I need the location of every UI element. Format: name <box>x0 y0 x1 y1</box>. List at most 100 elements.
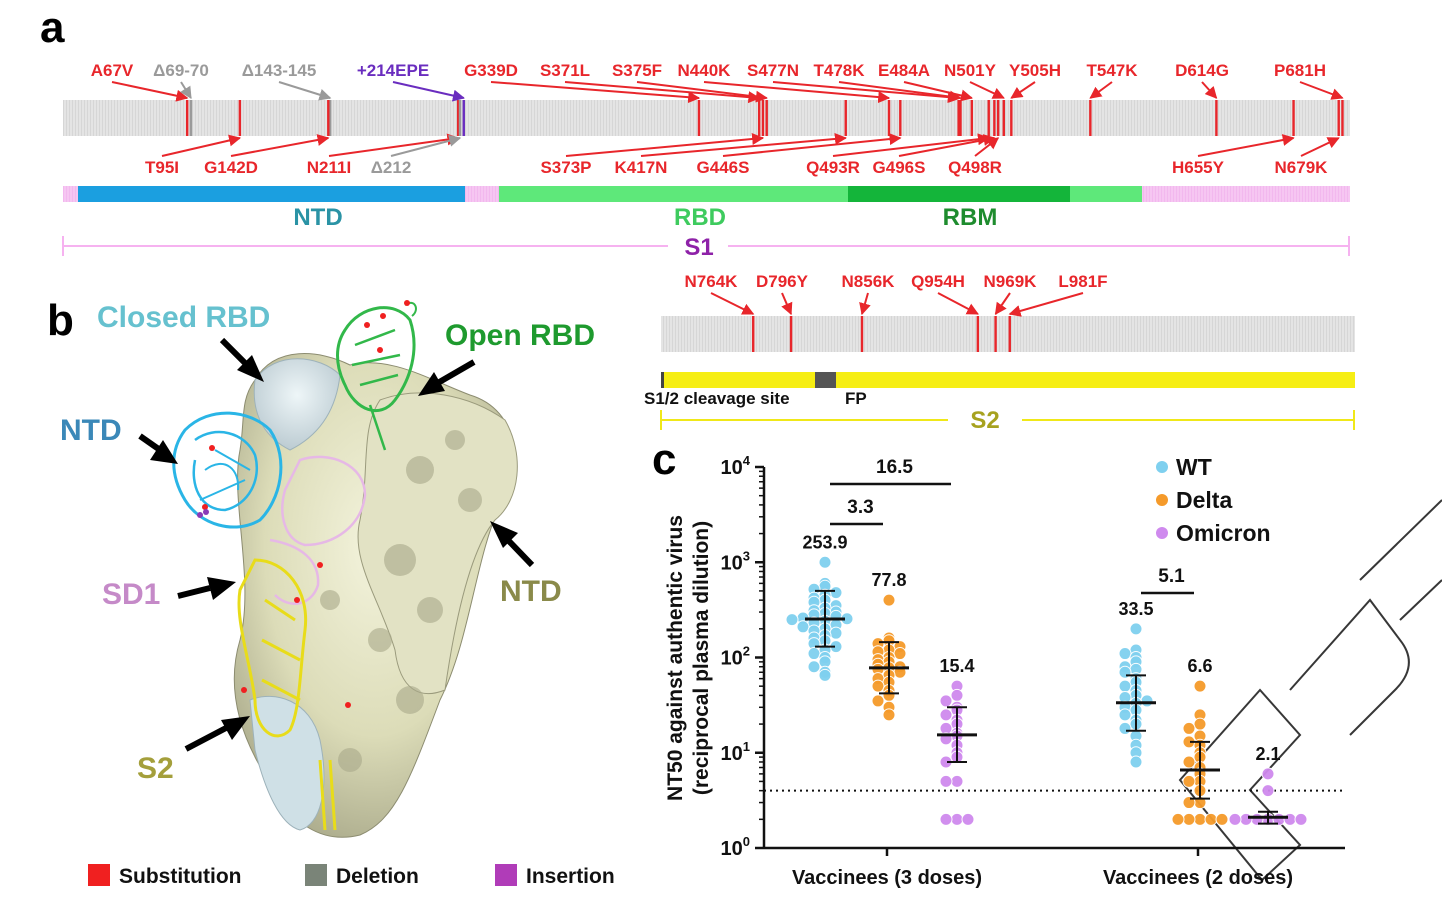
s2-mutation-arrow <box>859 292 871 316</box>
bottom-mutation-arrow <box>230 134 330 157</box>
fusion-peptide-mark <box>815 372 836 388</box>
ntd-left-label: NTD <box>60 414 122 447</box>
ntd-right-label: NTD <box>500 575 562 608</box>
data-point-wt <box>1118 708 1132 722</box>
panel-s2: N764K D796Y N856K Q954H N969K L981F S1/2 clea… <box>644 272 1355 434</box>
bottom-mutation-label: G446S <box>697 158 750 177</box>
fold-change-label: 16.5 <box>876 457 913 478</box>
s2-mutation-tick <box>752 316 755 352</box>
s2-label: S2 <box>970 407 999 434</box>
bottom-mutation-label: Δ212 <box>371 158 412 177</box>
fp-label: FP <box>845 389 867 408</box>
data-point-wt <box>1118 665 1132 679</box>
bottom-mutation-label: G142D <box>204 158 258 177</box>
data-point-delta <box>1204 812 1218 826</box>
bottom-mutation-arrow <box>1197 134 1295 157</box>
legend-marker-wt <box>1156 461 1168 473</box>
top-mutation-label: Δ69-70 <box>153 61 209 80</box>
data-point-wt <box>1140 694 1154 708</box>
s1-mutation-tick <box>456 100 460 136</box>
gmt-label: 33.5 <box>1118 599 1153 619</box>
legend-swatch-substitution <box>88 864 110 886</box>
bottom-mutation-label: S373P <box>540 158 591 177</box>
panel-c: c NT50 against authentic virus (reciproc… <box>652 435 1345 889</box>
chart-legend: WT Delta Omicron <box>1156 454 1271 546</box>
top-mutation-label: Δ143-145 <box>242 61 317 80</box>
y-tick-label: 100 <box>721 834 750 860</box>
y-axis-title: NT50 against authentic virus (reciprocal… <box>664 515 713 801</box>
bottom-mutation-label: N211I <box>307 158 351 177</box>
bottom-mutation-arrow <box>974 137 1000 157</box>
panel-letter-b: b <box>47 296 74 345</box>
open-rbd-label: Open RBD <box>445 319 595 352</box>
legend-label: Delta <box>1176 487 1232 513</box>
top-mutation-arrow <box>703 81 891 104</box>
s1-mutation-tick <box>238 100 242 136</box>
s1-mutation-tick <box>1010 100 1013 136</box>
panel-b: b <box>47 296 615 888</box>
legend-marker-delta <box>1156 494 1168 506</box>
s1-mutation-tick <box>887 100 891 136</box>
gmt-label: 15.4 <box>939 656 974 676</box>
s2-mutation-ticks <box>752 316 1011 352</box>
s1-mutation-tick <box>757 100 761 136</box>
data-point-omicron <box>939 774 953 788</box>
top-mutation-arrow <box>1010 81 1036 99</box>
data-point-omicron <box>1239 812 1253 826</box>
data-point-delta <box>1215 812 1229 826</box>
s1-mutation-tick <box>1292 100 1295 136</box>
y-axis-title-line1: NT50 against authentic virus <box>664 515 687 801</box>
top-mutation-arrow <box>838 81 962 103</box>
y-tick-label: 103 <box>721 548 750 574</box>
bottom-mutation-arrow <box>722 133 902 157</box>
top-mutation-label: N501Y <box>944 61 997 80</box>
s1-sequence-bar <box>63 100 1350 136</box>
s1-mutation-tick <box>185 100 189 136</box>
gmt-label: 77.8 <box>871 570 906 590</box>
s2-mutation-arrow <box>710 292 755 315</box>
s1-mutation-tick <box>697 100 701 136</box>
s1-mutation-tick <box>996 100 1000 136</box>
data-point-wt <box>1118 647 1132 661</box>
s2-mutation-arrow <box>994 292 1011 315</box>
s1-mutation-tick <box>189 100 193 136</box>
top-mutation-label: Y505H <box>1009 61 1061 80</box>
gmt-label: 253.9 <box>802 532 847 552</box>
bottom-mutation-arrow <box>832 133 990 157</box>
legend-label: Deletion <box>336 865 419 888</box>
data-point-delta <box>1182 721 1196 735</box>
legend-label: Substitution <box>119 865 241 888</box>
ntd-domain-bar <box>78 186 465 202</box>
top-mutation-arrow <box>772 81 960 104</box>
data-point-omicron <box>950 774 964 788</box>
chart-points <box>785 555 1308 826</box>
cleavage-site-mark <box>661 372 664 388</box>
legend-label: WT <box>1176 454 1212 480</box>
fold-change-label: 3.3 <box>847 497 873 518</box>
top-mutation-labels: A67V Δ69-70 Δ143-145 +214EPE G339D S371L S375F… <box>91 61 1344 104</box>
top-mutation-label: T478K <box>813 61 865 80</box>
s1-mutation-tick <box>1002 100 1005 136</box>
rbm-domain-label: RBM <box>943 204 998 231</box>
s2-mutation-arrow <box>781 292 793 316</box>
s2-mutation-tick <box>994 316 997 352</box>
rbm-domain-bar <box>848 186 1070 202</box>
gmt-label: 2.1 <box>1255 744 1280 764</box>
bottom-mutation-arrow <box>328 133 460 157</box>
data-point-delta <box>1171 812 1185 826</box>
panel-a: a A67V Δ69-70 Δ143-145 +214EPE G339D S371L S37… <box>40 3 1350 261</box>
data-point-delta <box>1193 679 1207 693</box>
s2-mutation-arrow <box>1008 292 1084 317</box>
data-point-wt <box>829 586 843 600</box>
s1-mutation-ticks <box>185 100 1344 136</box>
top-mutation-arrow <box>490 81 701 104</box>
y-axis-title-line2: (reciprocal plasma dilution) <box>690 521 713 795</box>
top-mutation-label: N440K <box>678 61 732 80</box>
s2-mutation-labels: N764K D796Y N856K Q954H N969K L981F <box>685 272 1108 317</box>
top-mutation-arrow <box>1089 81 1113 99</box>
legend-label: Insertion <box>526 865 615 888</box>
data-point-omicron <box>961 812 975 826</box>
chart-axes: 100 101 102 103 104 Vaccinees (3 doses) Vaccin… <box>721 453 1345 889</box>
s1-mutation-tick <box>462 100 465 136</box>
